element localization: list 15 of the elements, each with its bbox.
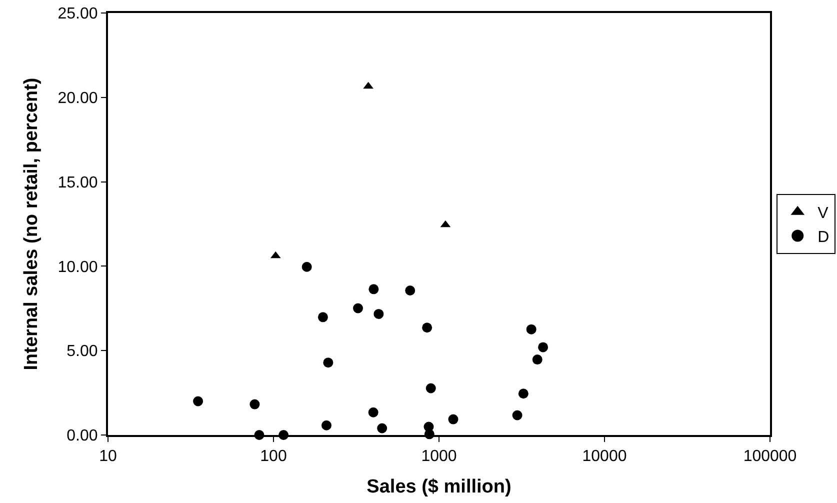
y-tick-label: 0.00 — [66, 428, 98, 445]
y-tick-label: 20.00 — [58, 90, 98, 107]
y-axis-title: Internal sales (no retail, percent) — [21, 78, 42, 370]
x-tick-label: 10 — [99, 448, 117, 466]
x-tick-label: 100000 — [743, 448, 797, 466]
y-tick-label: 10.00 — [58, 258, 98, 276]
x-axis-title: Sales ($ million) — [366, 476, 512, 498]
legend-label: V — [818, 205, 829, 222]
legend-label: D — [818, 228, 830, 246]
y-tick-label: 15.00 — [58, 174, 98, 192]
y-tick-label: 5.00 — [66, 343, 98, 360]
x-tick-label: 1000 — [421, 448, 457, 466]
x-tick-label: 10000 — [582, 448, 627, 466]
x-tick-label: 100 — [260, 448, 287, 466]
y-tick-label: 25.00 — [58, 6, 98, 23]
